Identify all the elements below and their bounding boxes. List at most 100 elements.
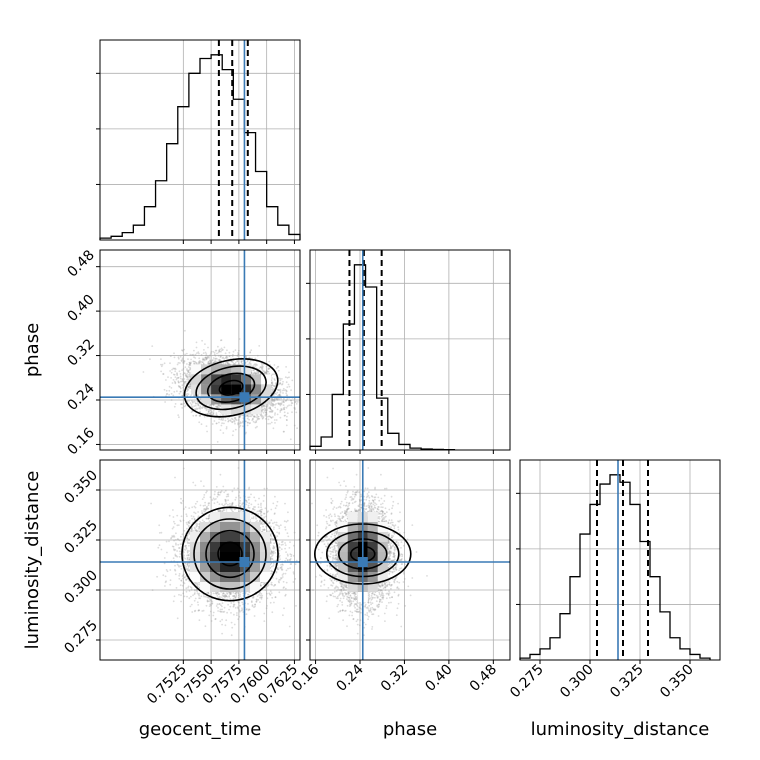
scatter-point — [234, 418, 237, 421]
scatter-point — [210, 360, 213, 363]
scatter-point — [200, 406, 203, 409]
scatter-point — [182, 368, 185, 370]
scatter-point — [225, 355, 228, 358]
scatter-point — [192, 414, 195, 417]
scatter-point — [272, 403, 275, 406]
scatter-point — [268, 367, 271, 370]
scatter-point — [177, 356, 180, 359]
scatter-point — [295, 403, 298, 405]
scatter-point — [262, 365, 264, 368]
scatter-point — [263, 371, 266, 374]
scatter-point — [189, 366, 192, 369]
scatter-point — [206, 412, 209, 415]
scatter-point — [264, 413, 267, 416]
scatter-point — [210, 404, 212, 406]
scatter-point — [272, 399, 274, 401]
scatter-point — [226, 362, 229, 364]
scatter-point — [189, 362, 191, 365]
scatter-point — [205, 358, 208, 361]
scatter-point — [190, 400, 193, 402]
scatter-point — [283, 389, 285, 392]
scatter-point — [267, 368, 270, 371]
scatter-point — [281, 389, 284, 392]
scatter-point — [174, 403, 177, 405]
scatter-point — [181, 395, 184, 397]
scatter-point — [248, 362, 251, 365]
scatter-point — [270, 408, 272, 411]
scatter-point — [201, 407, 204, 409]
scatter-point — [196, 362, 198, 365]
scatter-point — [199, 361, 201, 364]
scatter-point — [186, 390, 188, 392]
scatter-point — [178, 416, 180, 419]
scatter-point — [269, 410, 272, 413]
scatter-point — [151, 345, 154, 347]
scatter-point — [277, 397, 279, 400]
scatter-point — [199, 407, 202, 410]
scatter-point — [284, 389, 287, 391]
scatter-point — [194, 408, 197, 411]
grid-luminosity_distance — [520, 460, 720, 660]
scatter-point — [180, 403, 183, 406]
scatter-point — [205, 357, 208, 360]
scatter-point — [220, 417, 223, 420]
scatter-point — [187, 386, 190, 389]
scatter-point — [218, 410, 220, 413]
scatter-point — [184, 329, 186, 332]
scatter-point — [268, 372, 271, 375]
scatter-point — [176, 390, 178, 393]
scatter-point — [296, 427, 298, 430]
scatter-point — [282, 392, 284, 394]
scatter-point — [279, 409, 282, 412]
scatter-point — [273, 373, 275, 375]
scatter-point — [291, 379, 294, 382]
scatter-point — [249, 351, 252, 353]
scatter-point — [230, 360, 233, 363]
scatter-point — [256, 364, 258, 366]
scatter-point — [172, 394, 175, 397]
scatter-point — [221, 349, 223, 352]
scatter-point — [181, 349, 183, 352]
scatter-point — [220, 347, 223, 350]
scatter-point — [288, 404, 290, 407]
scatter-point — [276, 391, 279, 394]
scatter-point — [274, 385, 277, 388]
scatter-point — [216, 360, 218, 363]
scatter-point — [282, 380, 284, 383]
scatter-point — [286, 386, 289, 388]
scatter-point — [209, 413, 211, 415]
scatter-point — [241, 421, 244, 424]
scatter-point — [249, 351, 252, 354]
scatter-point — [205, 425, 208, 427]
histogram-luminosity_distance — [519, 474, 711, 660]
scatter-point — [220, 350, 222, 353]
scatter-point — [225, 427, 228, 430]
scatter-point — [267, 367, 270, 370]
scatter-point — [189, 385, 192, 388]
scatter-point — [165, 393, 168, 396]
scatter-point — [289, 438, 292, 441]
scatter-point — [294, 408, 296, 410]
scatter-point — [198, 361, 200, 363]
scatter-point — [181, 403, 184, 406]
scatter-point — [269, 407, 271, 410]
scatter-point — [263, 410, 266, 412]
scatter-point — [242, 420, 245, 423]
scatter-point — [230, 417, 233, 420]
scatter-point — [246, 414, 249, 417]
scatter-point — [304, 387, 306, 389]
scatter-point — [253, 371, 256, 374]
scatter-point — [267, 354, 269, 357]
scatter-point — [277, 395, 279, 397]
scatter-point — [231, 421, 234, 424]
scatter-point — [221, 357, 224, 359]
scatter-point — [262, 411, 265, 414]
scatter-point — [286, 415, 288, 418]
scatter-point — [222, 356, 225, 359]
scatter-point — [280, 403, 282, 406]
scatter-point — [246, 424, 249, 427]
scatter-point — [264, 414, 267, 417]
scatter-point — [215, 422, 218, 425]
scatter-point — [290, 402, 293, 404]
scatter-point — [212, 361, 215, 364]
